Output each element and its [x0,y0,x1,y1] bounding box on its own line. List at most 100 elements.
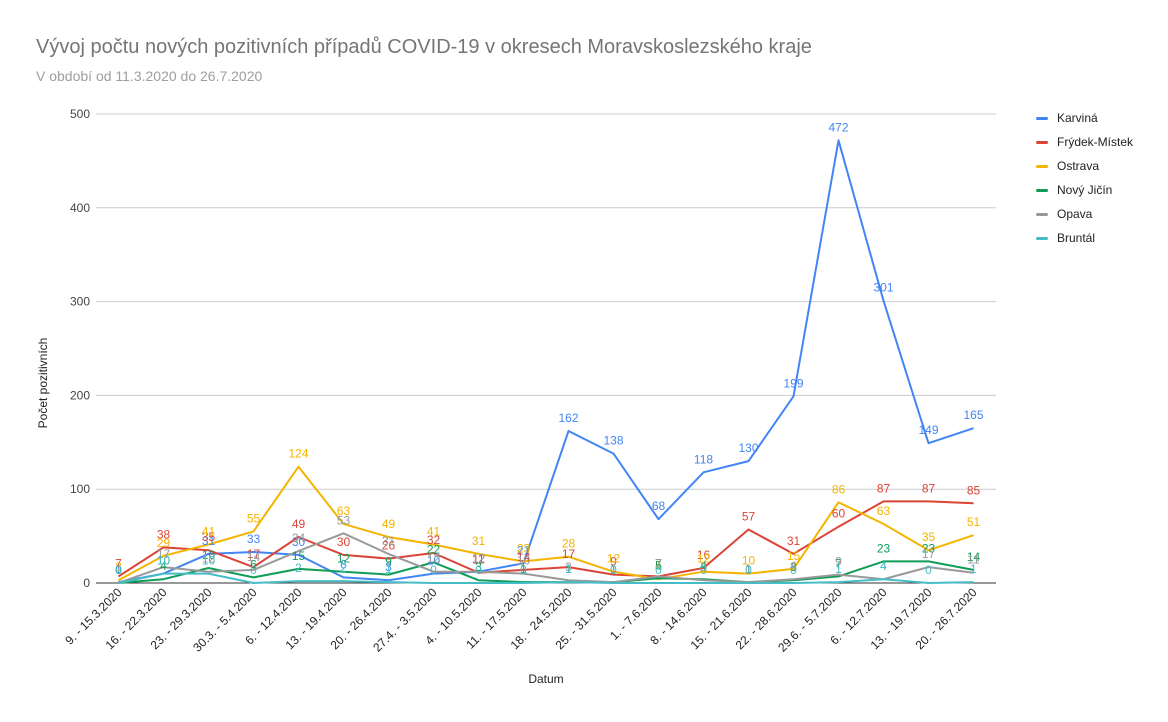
data-label: 17 [922,547,936,561]
legend-item: Karviná [1036,106,1133,130]
data-label: 57 [742,510,756,524]
data-label: 3 [565,560,572,574]
data-label: 34 [292,531,306,545]
data-label: 12 [472,552,486,566]
data-label: 10 [427,554,441,568]
chart-title: Vývoj počtu nových pozitivních případů C… [36,36,812,58]
data-label: 0 [655,563,662,577]
data-label: 162 [558,411,578,425]
data-label: 6 [340,557,347,571]
data-label: 0 [745,563,752,577]
data-label: 60 [832,507,846,521]
data-label: 0 [115,563,122,577]
y-axis-ticks: 0 100 200 300 400 500 [70,107,90,590]
x-axis-label: Datum [528,672,563,686]
data-label: 0 [790,563,797,577]
data-label: 0 [520,563,527,577]
data-label: 9 [835,555,842,569]
legend-label: Bruntál [1057,231,1096,245]
data-label: 21 [517,543,531,557]
data-label: 1 [745,562,752,576]
series-lines [117,139,974,584]
data-label: 7 [115,556,122,570]
data-label: 0 [250,563,257,577]
data-label: 12 [607,552,621,566]
data-label: 1 [385,562,392,576]
series-line-4 [118,532,974,584]
y-axis-label: Počet pozitivních [36,338,50,429]
data-label: 1 [835,562,842,576]
y-tick-label: 0 [83,576,90,590]
data-label: 87 [877,481,891,495]
data-label: 31 [202,534,216,548]
data-label: 49 [292,517,306,531]
data-label: 3 [700,560,707,574]
data-label: 0 [115,563,122,577]
legend-label: Frýdek-Místek [1057,135,1134,149]
data-label: 53 [337,513,351,527]
legend-label: Karviná [1057,111,1098,125]
data-label: 10 [202,554,216,568]
data-label: 10 [517,554,531,568]
data-label: 0 [115,563,122,577]
data-label: 1 [970,562,977,576]
data-label: 38 [157,527,171,541]
chart-subtitle: V období od 11.3.2020 do 26.7.2020 [36,68,263,84]
legend-item: Nový Jičín [1036,178,1133,202]
data-label: 2 [295,561,302,575]
data-label: 0 [610,563,617,577]
data-label: 14 [517,550,531,564]
legend-swatch [1036,212,1048,216]
data-label: 16 [202,548,216,562]
data-label: 14 [967,550,981,564]
data-label: 3 [385,560,392,574]
series-line-1 [117,500,974,578]
legend-swatch [1036,236,1048,240]
data-label: 7 [655,556,662,570]
data-label: 5 [655,558,662,572]
data-label: 17 [247,547,261,561]
data-label: 1 [565,562,572,576]
data-label: 26 [382,539,396,553]
data-label: 130 [738,441,758,455]
data-label: 87 [922,481,936,495]
data-label: 4 [880,559,887,573]
data-label: 63 [337,504,351,518]
data-label: 23 [517,541,531,555]
data-label: 149 [918,423,938,437]
data-label: 1 [610,562,617,576]
data-label: 12 [427,552,441,566]
legend-item: Bruntál [1036,226,1133,250]
data-label: 31 [382,534,396,548]
data-label: 16 [697,548,711,562]
data-label: 9 [385,555,392,569]
data-label: 7 [655,556,662,570]
data-label: 6 [250,557,257,571]
data-label: 28 [562,537,576,551]
data-label: 63 [877,504,891,518]
y-tick-label: 500 [70,107,90,121]
data-label: 4 [655,559,662,573]
y-tick-label: 200 [70,388,90,402]
legend-swatch [1036,164,1048,168]
data-label: 31 [472,534,486,548]
data-label: 11 [472,553,485,567]
legend-swatch [1036,116,1048,120]
legend-item: Frýdek-Místek [1036,130,1133,154]
data-label: 31 [787,534,801,548]
data-label: 3 [475,560,482,574]
data-label: 9 [610,555,617,569]
data-label: 23 [877,541,891,555]
data-label: 33 [247,532,261,546]
data-label: 14 [247,550,261,564]
data-label: 11 [967,553,980,567]
legend-item: Ostrava [1036,154,1133,178]
data-label: 12 [202,552,216,566]
series-line-0 [118,139,974,584]
legend-swatch [1036,188,1048,192]
data-label: 0 [925,563,932,577]
data-label: 4 [790,559,797,573]
